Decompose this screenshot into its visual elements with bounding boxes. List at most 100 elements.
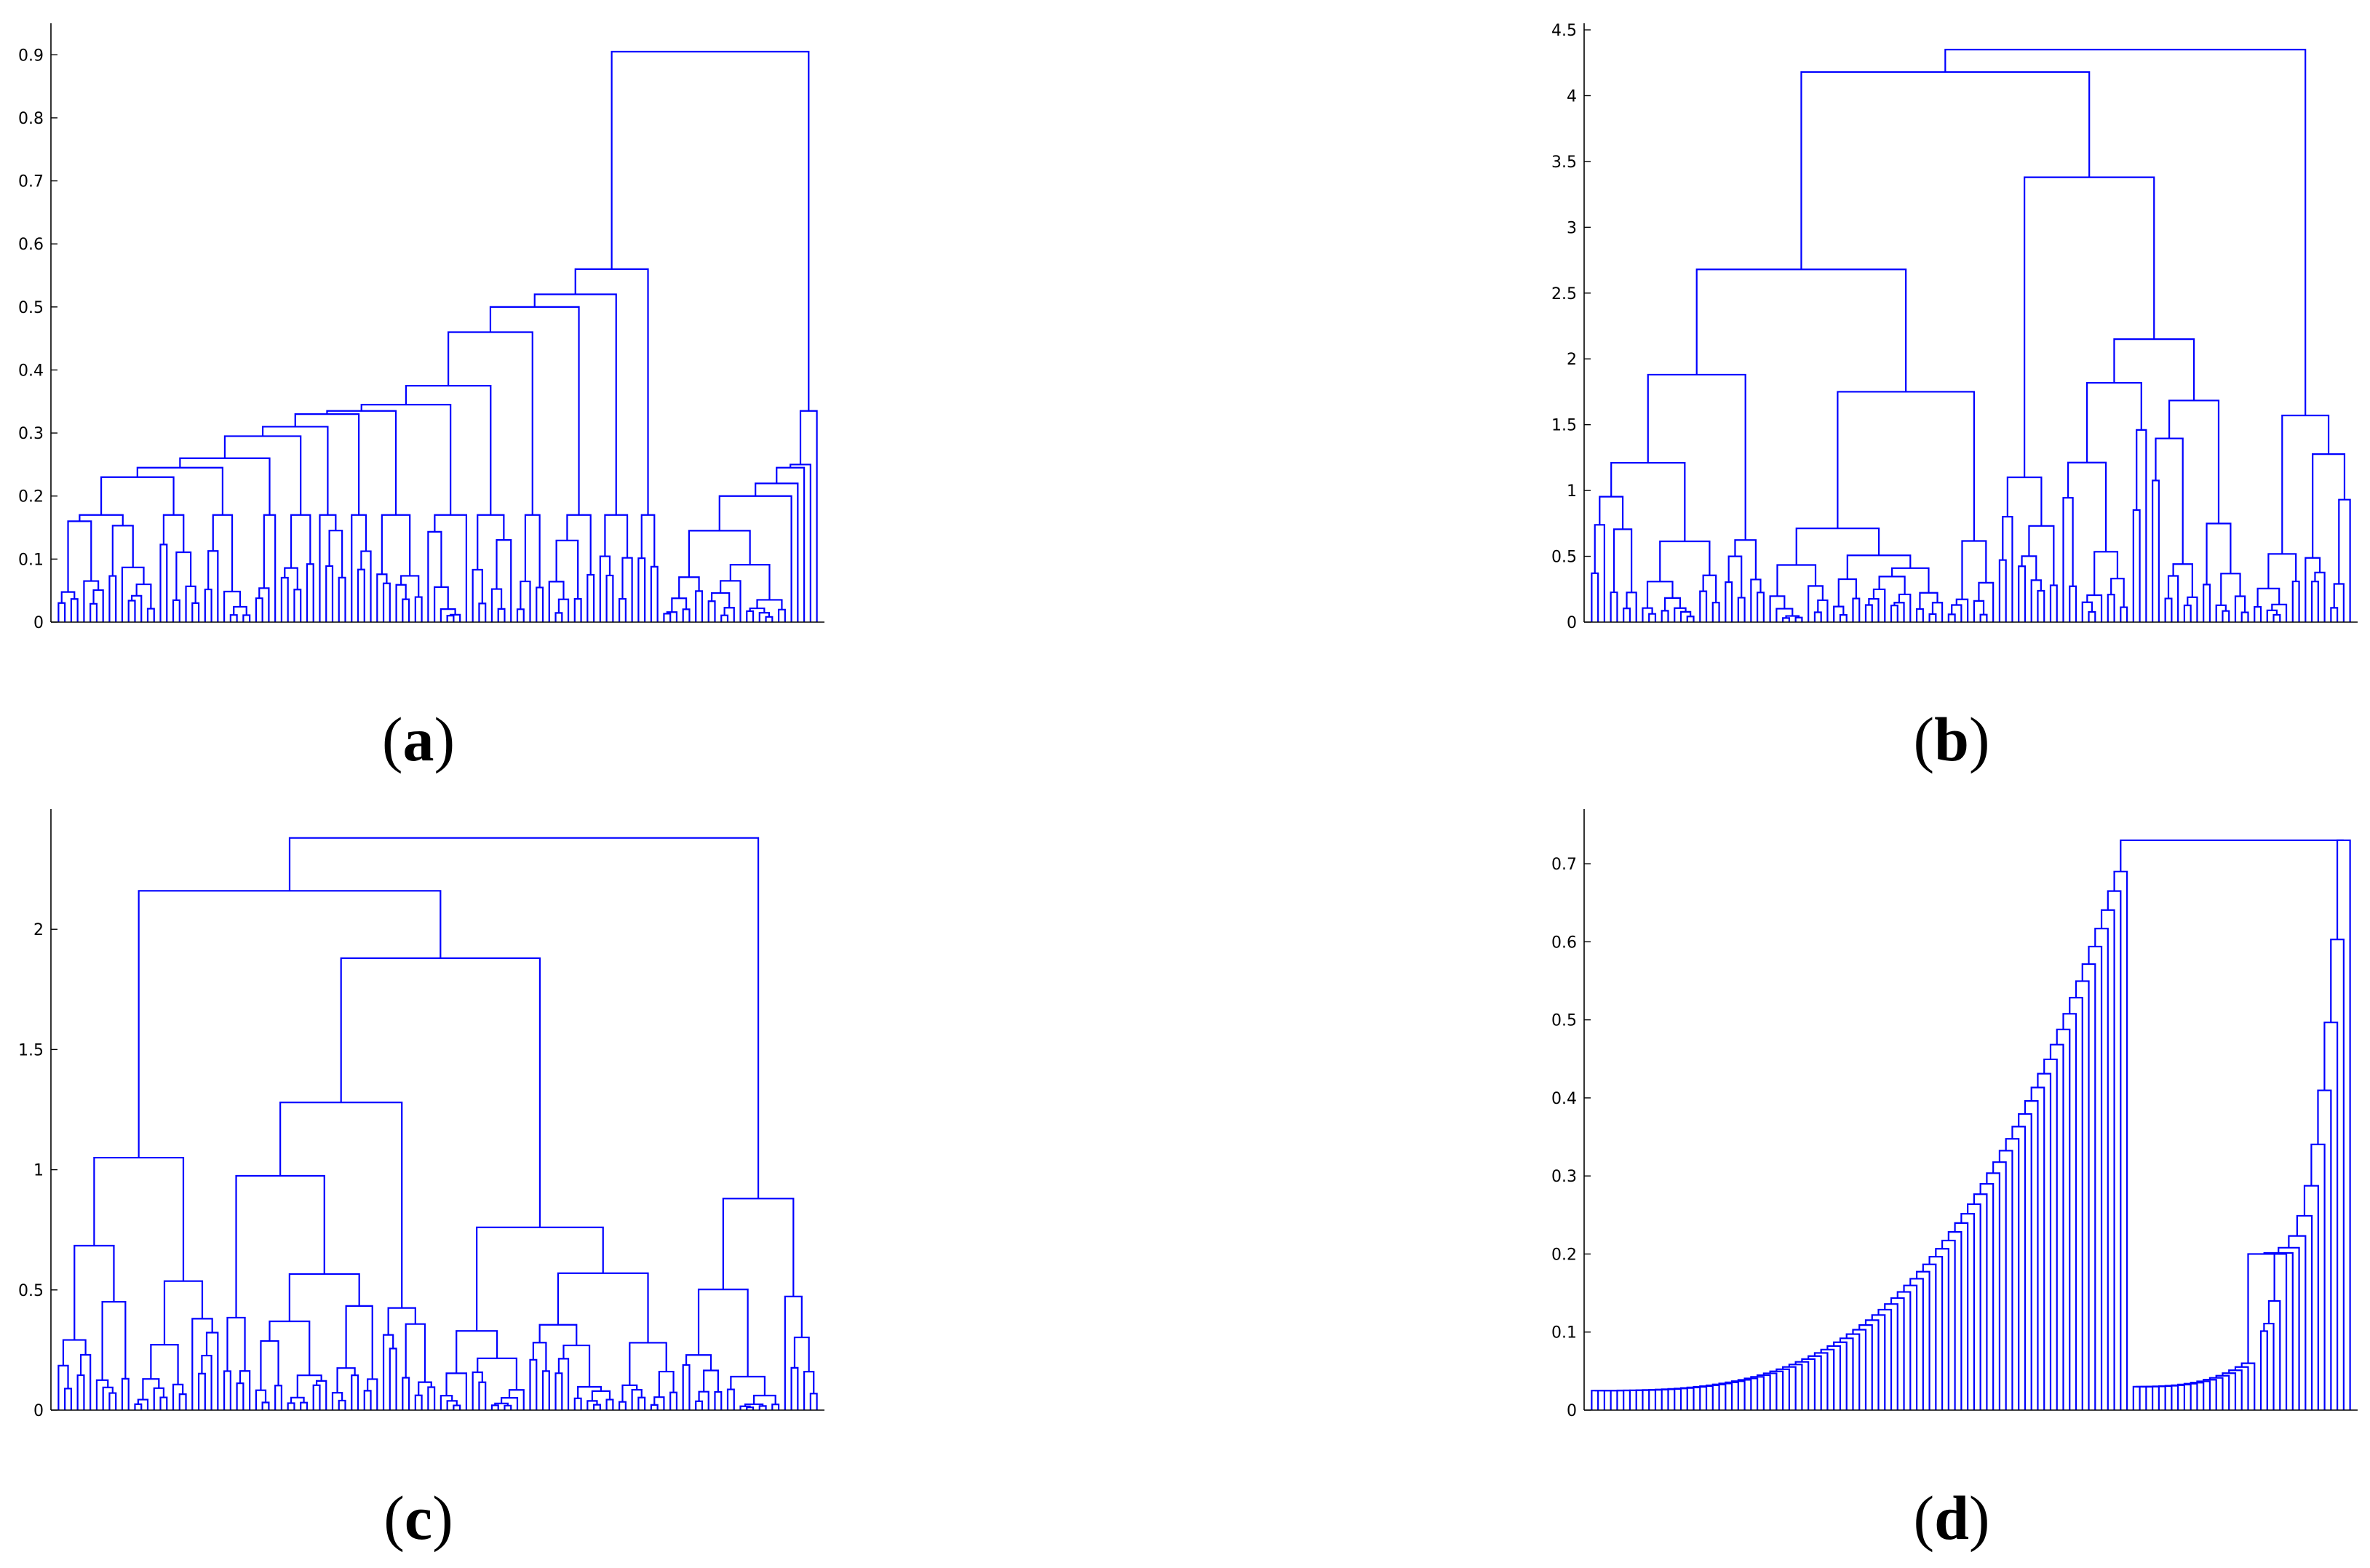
- panel-c-link-82: [562, 1344, 591, 1388]
- panel-a-link-0: [57, 602, 66, 622]
- panel-a-link-80: [555, 539, 579, 600]
- panel-c-link-112: [790, 1366, 799, 1410]
- panel-a-link-54: [400, 575, 420, 597]
- panel-b-link-25: [1734, 539, 1757, 580]
- panel-d-link-66: [2005, 1138, 2020, 1410]
- panel-b-link-15: [1699, 590, 1708, 622]
- panel-b-link-60: [1961, 540, 1987, 600]
- panel-a-link-56: [326, 410, 397, 515]
- panel-c-link-50: [382, 1334, 394, 1410]
- panel-b-link-59: [1978, 581, 1995, 622]
- panel-b-link-110: [2310, 581, 2319, 622]
- panel-b-link-21: [1737, 597, 1746, 622]
- panel-a-link-44: [261, 426, 329, 515]
- panel-b-ytick-label-5: 2.5: [1551, 285, 1577, 303]
- panel-a-ytick-label-6: 0.6: [18, 236, 44, 254]
- panel-b-ytick-label-8: 4: [1567, 87, 1577, 106]
- panel-d-ytick-label-0: 0: [1567, 1402, 1577, 1420]
- panel-c-link-110: [730, 1375, 766, 1396]
- panel-b-link-23: [1757, 592, 1765, 622]
- panel-a-link-51: [402, 598, 410, 622]
- panel-b-link-18: [1659, 540, 1711, 582]
- panel-d-link-71: [2037, 1072, 2052, 1410]
- panel-d-link-34: [1801, 1358, 1816, 1410]
- panel-a-axes: 0 0.1 0.2 0.3 0.4 0.5 0.6 0.7 0.8 0.9: [18, 23, 824, 632]
- panel-c-ytick-label-1: 0.5: [18, 1282, 44, 1300]
- panel-c-link-49: [389, 1348, 397, 1410]
- panel-a-link-89: [533, 293, 617, 515]
- panel-c-link-96: [138, 890, 442, 1158]
- panel-c-link-117: [722, 1198, 795, 1297]
- panel-a-link-118: [611, 50, 810, 411]
- panel-c-link-46: [345, 1305, 373, 1380]
- panel-a-link-30: [255, 597, 263, 622]
- panel-c-link-31: [274, 1385, 283, 1410]
- panel-b-link-71: [2006, 476, 2043, 526]
- panel-c-link-71: [529, 1358, 538, 1410]
- panel-c-link-47: [288, 1273, 360, 1322]
- panel-b-link-50: [1919, 592, 1938, 610]
- panel-c-link-24: [93, 1156, 185, 1281]
- panel-b-link-69: [2049, 584, 2058, 622]
- panel-d-link-68: [2018, 1113, 2032, 1410]
- panel-a-ytick-label-4: 0.4: [18, 362, 44, 380]
- panel-b-link-31: [1769, 595, 1786, 622]
- panel-b-link-103: [2254, 605, 2262, 622]
- panel-b-link-54: [1947, 613, 1956, 622]
- panel-b-link-82: [2132, 509, 2141, 622]
- panel-c-link-63: [472, 1371, 483, 1410]
- panel-b-link-3: [1623, 608, 1631, 622]
- panel-a-link-39: [223, 435, 302, 515]
- panel-c-link-100: [714, 1390, 723, 1410]
- panel-a-ytick-label-7: 0.7: [18, 173, 44, 191]
- panel-d-link-110: [2288, 1235, 2307, 1410]
- panel-b-link-7: [1648, 613, 1657, 622]
- panel-c-link-20: [201, 1354, 212, 1410]
- panel-c-link-116: [784, 1295, 803, 1410]
- panel-a-link-57: [446, 614, 455, 622]
- panel-a-link-29: [136, 466, 224, 515]
- panel-d-caption: (d): [1913, 1483, 1989, 1553]
- panel-c-link-44: [363, 1390, 372, 1410]
- panel-d-link-102: [2240, 1362, 2256, 1410]
- panel-b-link-85: [2152, 479, 2160, 622]
- panel-d-link-114: [2317, 1089, 2332, 1410]
- panel-c-link-30: [255, 1389, 267, 1410]
- panel-d-link-0: [1591, 1390, 1599, 1410]
- panel-b-link-33: [1817, 599, 1829, 622]
- panel-a-link-66: [497, 608, 506, 622]
- panel-d-ytick-label-7: 0.7: [1551, 856, 1577, 874]
- panel-c-link-15: [142, 1378, 160, 1400]
- panel-c-link-58: [453, 1404, 461, 1410]
- panel-d-link-36: [1813, 1352, 1829, 1410]
- panel-a-link-58: [449, 613, 461, 622]
- panel-d-link-113: [2310, 1143, 2326, 1410]
- panel-c-link-85: [637, 1396, 646, 1410]
- panel-a-link-19: [175, 551, 192, 600]
- panel-a-link-3: [90, 602, 98, 622]
- panel-c-link-33: [287, 1402, 295, 1410]
- panel-c-link-97: [682, 1364, 691, 1410]
- panel-a-link-69: [477, 514, 505, 570]
- panel-b-link-104: [2272, 613, 2281, 622]
- panel-a-link-88: [604, 514, 629, 558]
- panel-a-ytick-label-2: 0.2: [18, 488, 44, 506]
- panel-c-link-101: [703, 1369, 719, 1392]
- dendrogram-panel-c: 0 0.5 1 1.5 2 (c): [18, 809, 824, 1553]
- panel-c-link-55: [405, 1323, 426, 1382]
- panel-a-link-109: [777, 608, 786, 622]
- panel-a-link-12: [121, 566, 145, 622]
- panel-c-link-111: [697, 1289, 749, 1377]
- panel-a-link-103: [711, 592, 731, 608]
- panel-c-link-91: [658, 1370, 675, 1398]
- panel-c-link-118: [288, 837, 760, 1199]
- panel-a-link-75: [448, 331, 533, 515]
- panel-b-link-66: [2037, 589, 2045, 622]
- panel-b-link-67: [2030, 579, 2042, 622]
- panel-b-link-9: [1661, 610, 1669, 622]
- panel-c-link-69: [477, 1357, 517, 1390]
- panel-d-link-103: [2259, 1330, 2268, 1410]
- panel-b-link-47: [1915, 608, 1924, 622]
- panel-d-link-54: [1928, 1256, 1944, 1410]
- panel-d-link-31: [1782, 1366, 1797, 1410]
